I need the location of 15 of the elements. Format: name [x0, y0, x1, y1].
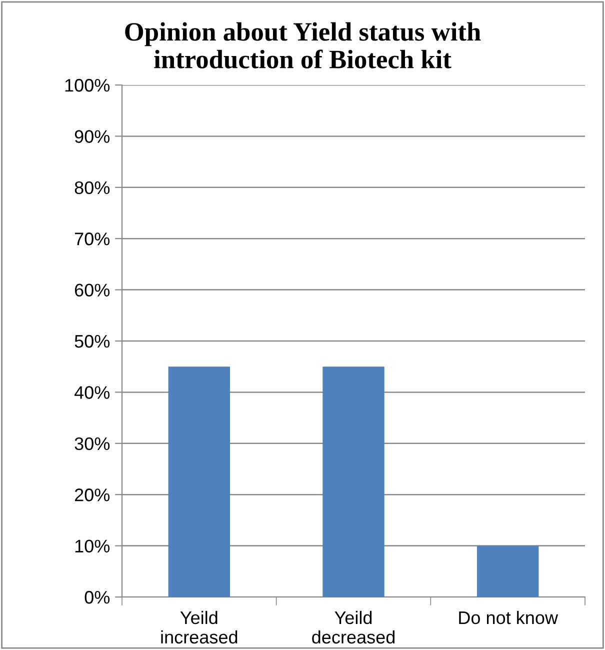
y-tick-label: 30% [74, 437, 110, 450]
y-tick-label: 60% [74, 284, 110, 297]
x-tick-label: Do not know [459, 610, 558, 624]
y-tick-label: 100% [65, 78, 110, 92]
y-tick-label: 40% [74, 386, 110, 399]
x-tick-label: Yeild increased [161, 610, 238, 644]
y-tick-label: 0% [84, 590, 110, 604]
y-tick-label: 50% [74, 334, 110, 348]
y-tick-label: 20% [74, 488, 110, 502]
y-tick-label: 10% [75, 540, 110, 553]
x-tick-label: Yeild decreased [312, 610, 394, 644]
y-tick-label: 80% [74, 181, 110, 194]
y-tick-label: 90% [74, 130, 110, 143]
chart-title: Opinion about Yield status with introduction of Biotech kit [125, 22, 481, 68]
y-tick-label: 70% [74, 232, 110, 246]
